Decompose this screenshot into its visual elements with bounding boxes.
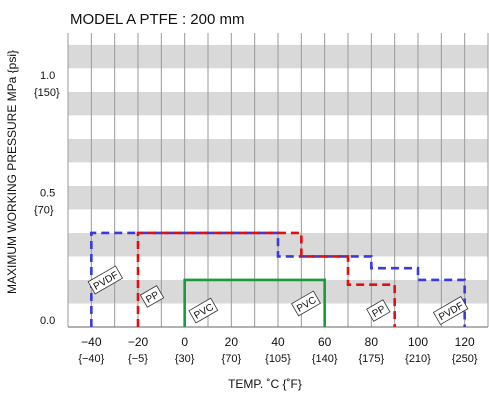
series-layer — [90, 231, 466, 327]
series-label-box — [139, 285, 165, 308]
x-tick-label: 80 — [365, 335, 379, 349]
y-tick-label: 1.0 — [40, 70, 55, 82]
series-label-pp: PP — [139, 285, 165, 308]
x-tick-label: 120 — [455, 335, 475, 349]
x-tick-label: 100 — [408, 335, 428, 349]
x-tick-sub-label: {30} — [175, 353, 195, 365]
tick-labels: −40 {−40} −20 {−5} 0 {30} 20 {70} 40 {105} 60 {140}… — [34, 70, 478, 365]
x-tick-sub-label: {105} — [265, 353, 291, 365]
x-tick-label: −40 — [81, 335, 102, 349]
series-line-pvc — [183, 278, 326, 327]
y-axis-label: MAXIMUM WORKING PRESSURE MPa {psi} — [5, 50, 19, 294]
x-tick-label: 20 — [225, 335, 239, 349]
y-tick-label: 0.5 — [40, 187, 55, 199]
x-tick-label: −20 — [128, 335, 149, 349]
x-tick-label: 60 — [318, 335, 332, 349]
series-label-box — [432, 296, 469, 326]
x-tick-sub-label: {−40} — [78, 353, 104, 365]
y-tick-sub-label: {150} — [34, 87, 60, 99]
chart-title: MODEL A PTFE : 200 mm — [70, 11, 245, 28]
series-label-box — [87, 265, 124, 295]
series-label-pp: PP — [366, 299, 391, 322]
series-label-box — [188, 297, 219, 324]
series-label-box — [366, 299, 391, 322]
x-tick-sub-label: {−5} — [128, 353, 148, 365]
grid-lines — [67, 33, 489, 328]
x-tick-sub-label: {210} — [405, 353, 431, 365]
x-tick-sub-label: {70} — [222, 353, 242, 365]
x-axis-label: TEMP. ˚C {˚F} — [228, 377, 302, 391]
x-tick-label: 0 — [181, 335, 188, 349]
series-line-pvdf — [90, 231, 466, 327]
series-line-pp — [136, 231, 396, 327]
y-tick-label: 0.0 — [40, 315, 55, 327]
y-tick-sub-label: {70} — [34, 204, 54, 216]
x-tick-sub-label: {175} — [358, 353, 384, 365]
x-tick-sub-label: {250} — [452, 353, 478, 365]
x-tick-label: 40 — [271, 335, 285, 349]
x-tick-sub-label: {140} — [312, 353, 338, 365]
series-label-box — [291, 290, 321, 317]
